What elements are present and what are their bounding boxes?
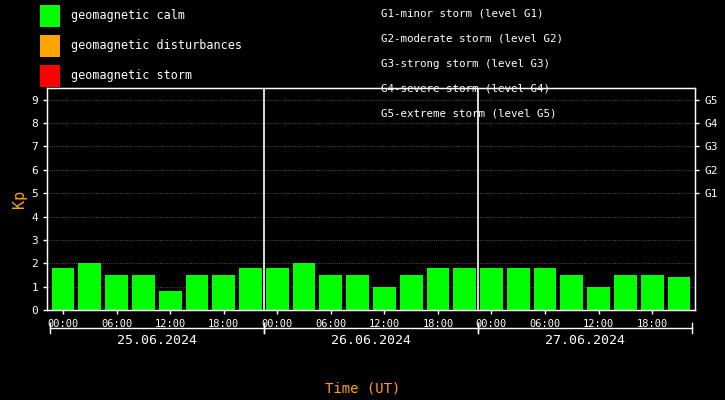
Bar	[426, 268, 450, 310]
Text: 25.06.2024: 25.06.2024	[117, 334, 196, 346]
Text: geomagnetic disturbances: geomagnetic disturbances	[71, 40, 242, 52]
Bar	[266, 268, 289, 310]
Bar	[641, 275, 663, 310]
Bar	[51, 268, 75, 310]
Bar	[614, 275, 637, 310]
Text: G2-moderate storm (level G2): G2-moderate storm (level G2)	[381, 34, 563, 44]
Bar	[159, 291, 181, 310]
Text: 26.06.2024: 26.06.2024	[331, 334, 411, 346]
Bar	[320, 275, 342, 310]
Text: geomagnetic storm: geomagnetic storm	[71, 70, 192, 82]
Bar	[293, 263, 315, 310]
Text: G5-extreme storm (level G5): G5-extreme storm (level G5)	[381, 108, 556, 118]
Text: G4-severe storm (level G4): G4-severe storm (level G4)	[381, 84, 550, 94]
Bar	[105, 275, 128, 310]
Bar	[239, 268, 262, 310]
Bar	[373, 287, 396, 310]
Bar	[132, 275, 154, 310]
Bar	[212, 275, 235, 310]
Bar	[453, 268, 476, 310]
Bar	[186, 275, 208, 310]
Text: geomagnetic calm: geomagnetic calm	[71, 10, 185, 22]
Bar	[587, 287, 610, 310]
Bar	[480, 268, 503, 310]
Bar	[78, 263, 102, 310]
Bar	[507, 268, 530, 310]
Text: 27.06.2024: 27.06.2024	[545, 334, 625, 346]
Text: G3-strong storm (level G3): G3-strong storm (level G3)	[381, 59, 550, 69]
Text: Time (UT): Time (UT)	[325, 382, 400, 396]
Bar	[347, 275, 369, 310]
Y-axis label: Kp: Kp	[12, 190, 27, 208]
Bar	[560, 275, 583, 310]
Bar	[399, 275, 423, 310]
Text: G1-minor storm (level G1): G1-minor storm (level G1)	[381, 9, 543, 19]
Bar	[534, 268, 556, 310]
Bar	[668, 277, 690, 310]
